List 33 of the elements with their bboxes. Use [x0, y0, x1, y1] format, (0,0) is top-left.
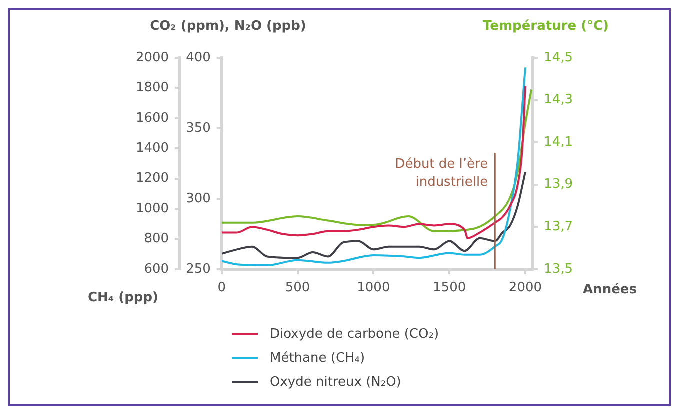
- y2-tick-label: 14,3: [544, 92, 574, 108]
- y-axis-title: CO₂ (ppm), N₂O (ppb): [150, 19, 306, 34]
- y-tick-label: 250: [186, 262, 211, 277]
- y2-tick-label: 13,5: [544, 262, 574, 277]
- x-tick-label: 2000: [508, 280, 542, 296]
- legend-label: Méthane (CH₄): [270, 350, 366, 366]
- y3-tick-label: 1600: [136, 110, 170, 126]
- x-tick-label: 500: [285, 280, 310, 296]
- x-tick-label: 1000: [357, 280, 390, 296]
- line-series: [222, 66, 526, 266]
- y-tick-label: 400: [186, 50, 211, 66]
- ref-line-label: Début de l’ère industrielle: [395, 157, 488, 190]
- y3-tick-label: 1000: [136, 201, 170, 216]
- y2-tick-label: 14,5: [544, 50, 574, 66]
- x-axis-title: Années: [583, 282, 638, 298]
- y3-tick-label: 1800: [136, 80, 170, 96]
- y3-tick-label: 600: [144, 262, 170, 277]
- x-tick-label: 0: [218, 280, 226, 296]
- line-series: [222, 171, 526, 260]
- legend-label: Oxyde nitreux (N₂O): [270, 374, 402, 390]
- x-tick-label: 1500: [433, 280, 466, 296]
- y2-axis-title: Température (°C): [483, 19, 609, 34]
- y3-tick-label: 1200: [136, 171, 170, 186]
- y2-tick-label: 13,9: [544, 177, 574, 192]
- y2-tick-label: 14,1: [544, 134, 574, 150]
- y3-tick-label: 2000: [136, 50, 170, 66]
- y2-tick-label: 13,7: [544, 219, 574, 234]
- y3-axis-title: CH₄ (ppp): [88, 290, 158, 306]
- legend-label: Dioxyde de carbone (CO₂): [270, 326, 440, 342]
- y-tick-label: 300: [186, 191, 211, 206]
- y-tick-label: 350: [186, 120, 211, 136]
- y3-tick-label: 800: [144, 232, 170, 247]
- y3-tick-label: 1400: [136, 140, 170, 156]
